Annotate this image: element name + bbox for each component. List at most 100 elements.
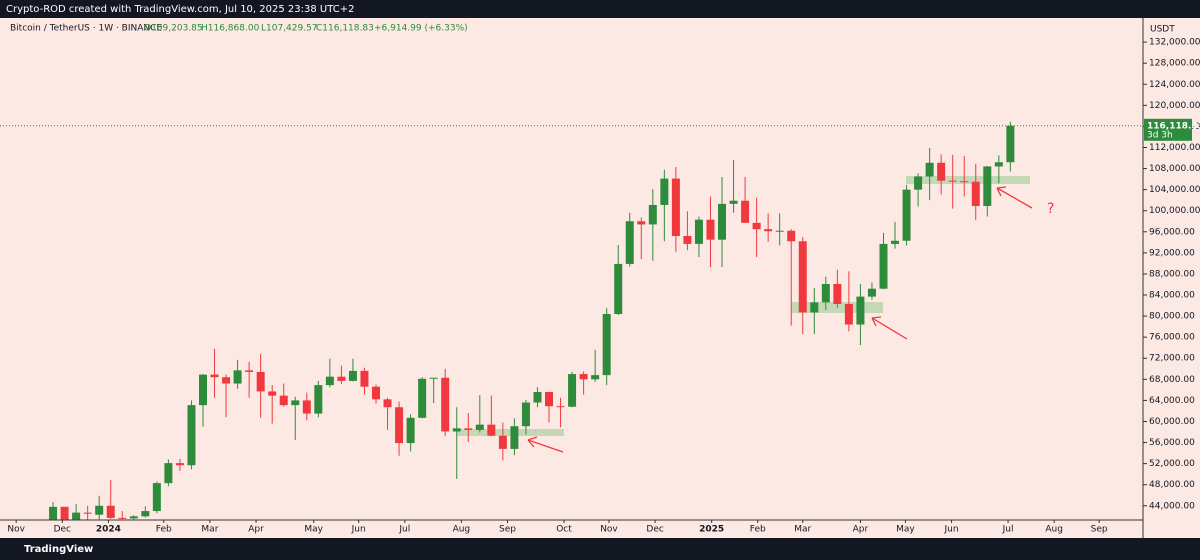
x-tick-label: May [304,525,323,535]
candle-body [568,374,577,407]
candles [49,121,1015,520]
candle-body [233,370,242,384]
candle-body [648,204,657,225]
candle-body [741,200,750,223]
x-tick-label: Nov [7,525,25,535]
candle-body [245,370,254,372]
brand: TradingView [24,544,93,555]
candle-body [891,240,900,244]
top-bar [0,0,1200,18]
y-tick-label: 108,000.00 [1149,164,1200,174]
symbol: Bitcoin / TetherUS · 1W · BINANCE [10,24,162,34]
candle-body [395,407,404,444]
candle-body [1006,125,1015,163]
change: +6,914.99 (+6.33%) [374,24,468,34]
ohlc-high: H116,868.00 [201,24,260,34]
candle-body [775,230,784,232]
y-tick-label: 100,000.00 [1149,206,1200,216]
candle-body [925,162,934,177]
y-tick-label: 96,000.00 [1149,227,1195,237]
candle-body [521,402,530,427]
y-tick-label: 124,000.00 [1149,80,1200,90]
candle-body [441,377,450,432]
candle-body [83,512,92,514]
last-price-label: 116,118.83 [1147,121,1200,131]
candle-body [764,229,773,232]
candle-body [671,178,680,237]
candle-body [556,406,565,408]
candle-body [683,236,692,244]
candle-body [637,221,646,225]
ohlc-open: O109,203.85 [144,24,203,34]
y-tick-label: 128,000.00 [1149,59,1200,69]
candle-body [694,219,703,244]
candle-body [429,377,438,379]
x-tick-label: May [896,525,915,535]
x-tick-label: Apr [853,525,869,535]
candle-body [302,400,311,414]
ohlc-low: L107,429.57 [261,24,318,34]
annotation: ? [1047,201,1054,217]
x-tick-label: Jul [398,525,410,535]
y-tick-label: 92,000.00 [1149,248,1195,258]
bottom-bar [0,538,1200,560]
ohlc-close: C116,118.83 [316,24,374,34]
candle-body [129,516,138,519]
candle-body [706,219,715,240]
candle-body [49,506,58,520]
candle-body [464,428,473,430]
candle-body [337,376,346,381]
x-tick-label: Mar [201,525,218,535]
x-tick-label: Aug [1045,525,1063,535]
candle-body [718,203,727,240]
candle-body [418,378,427,418]
candle-body [372,386,381,400]
candle-body [533,391,542,403]
y-tick-label: 68,000.00 [1149,375,1195,385]
x-tick-label: Jun [944,525,959,535]
plot-background [0,18,1200,538]
candle-body [602,313,611,376]
y-tick-label: 48,000.00 [1149,480,1195,490]
credit: Crypto-ROD created with TradingView.com,… [6,4,354,15]
x-tick-label: Feb [156,525,172,535]
x-tick-label: Jun [351,525,366,535]
candle-body [994,162,1003,167]
candle-body [660,178,669,205]
y-tick-label: 64,000.00 [1149,396,1195,406]
candle-body [72,512,81,520]
candle-body [856,296,865,325]
y-tick-label: 76,000.00 [1149,333,1195,343]
y-tick-label: 80,000.00 [1149,312,1195,322]
y-tick-label: 104,000.00 [1149,185,1200,195]
candle-body [325,376,334,386]
candle-body [487,424,496,436]
candle-body [152,483,161,512]
candle-body [187,405,196,466]
candle-body [902,189,911,241]
candle-body [879,243,888,289]
candle-body [141,511,150,517]
candle-body [360,370,369,387]
candle-body [729,200,738,204]
arrow [996,186,1033,209]
arrow [527,436,564,453]
candle-body [60,506,69,520]
candle-body [787,230,796,242]
candle-body [867,288,876,297]
candle-body [948,180,957,182]
y-tick-label: 132,000.00 [1149,38,1200,48]
candle-body [256,371,265,392]
candle-body [914,176,923,190]
last-price-tag [1144,118,1192,141]
candle-body [452,428,461,432]
candle-body [937,162,946,181]
x-tick-label: Aug [453,525,471,535]
x-tick-label: Nov [600,525,618,535]
candle-body [579,374,588,380]
candle-body [406,417,415,444]
y-tick-label: 60,000.00 [1149,417,1195,427]
candle-body [510,426,519,449]
y-tick-label: 52,000.00 [1149,459,1195,469]
x-tick-label: Jul [1002,525,1014,535]
